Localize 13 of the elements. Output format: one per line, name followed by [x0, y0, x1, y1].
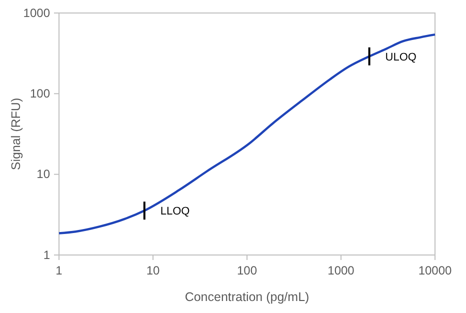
x-tick-label: 100 — [236, 264, 258, 278]
x-tick-label: 1000 — [328, 264, 355, 278]
x-tick-label: 1 — [56, 264, 63, 278]
y-tick-label: 1000 — [23, 6, 50, 20]
y-tick-label: 100 — [30, 86, 50, 101]
y-axis-title: Signal (RFU) — [9, 98, 23, 170]
x-tick-label: 10 — [146, 264, 160, 278]
annotation: ULOQ — [385, 51, 417, 64]
y-tick-label: 1 — [43, 248, 50, 262]
x-axis-title: Concentration (pg/mL) — [184, 290, 310, 304]
y-tick-label: 10 — [36, 167, 50, 182]
x-tick-label: 10000 — [418, 264, 452, 278]
annotation: LLOQ — [160, 206, 190, 218]
